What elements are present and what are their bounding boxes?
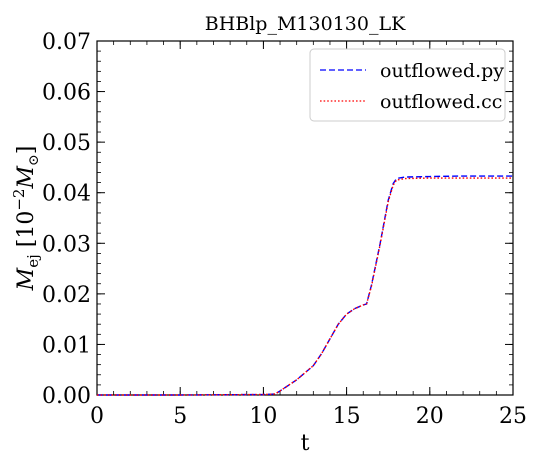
x-tick-label: 5 <box>173 404 187 429</box>
legend-box <box>309 48 506 122</box>
y-tick-label: 0.05 <box>42 131 91 156</box>
y-tick-label: 0.06 <box>42 81 91 106</box>
x-axis-label: t <box>301 431 310 456</box>
x-tick-label: 20 <box>416 404 444 429</box>
y-label-sun-subscript: ⊙ <box>26 154 42 166</box>
y-label-open: [10 <box>14 211 39 255</box>
x-tick-label: 10 <box>249 404 277 429</box>
x-tick-label: 0 <box>90 404 104 429</box>
y-tick-label: 0.04 <box>42 182 91 207</box>
svg-text:Mej [10−2M⊙]: Mej [10−2M⊙] <box>10 146 42 292</box>
y-axis-label: Mej [10−2M⊙] <box>10 146 42 292</box>
y-tick-label: 0.07 <box>42 30 91 55</box>
y-label-superscript: −2 <box>10 189 28 211</box>
chart-title: BHBlp_M130130_LK <box>205 13 406 35</box>
plot-frame <box>96 40 514 396</box>
y-tick-label: 0.01 <box>42 333 91 358</box>
y-tick-label: 0.03 <box>42 232 91 257</box>
legend: outflowed.py outflowed.cc <box>309 48 506 122</box>
y-label-subscript: ej <box>24 254 42 268</box>
x-tick-label: 15 <box>333 404 361 429</box>
series-line-outflowed-py <box>97 175 513 396</box>
y-label-unit: M <box>14 166 39 190</box>
y-tick-label: 0.02 <box>42 283 91 308</box>
series-line-outflowed-cc <box>97 177 513 396</box>
series-layer <box>97 175 513 396</box>
y-tick-labels: 0.00 0.01 0.02 0.03 0.04 0.05 0.06 0.07 <box>42 30 91 409</box>
y-label-close: ] <box>14 146 39 155</box>
y-tick-label: 0.00 <box>42 384 91 409</box>
legend-label-outflowed-cc: outflowed.cc <box>380 91 502 113</box>
x-tick-labels: 0 5 10 15 20 25 <box>90 404 527 429</box>
y-label-symbol: M <box>14 267 39 291</box>
legend-label-outflowed-py: outflowed.py <box>380 60 504 82</box>
x-tick-label: 25 <box>499 404 527 429</box>
